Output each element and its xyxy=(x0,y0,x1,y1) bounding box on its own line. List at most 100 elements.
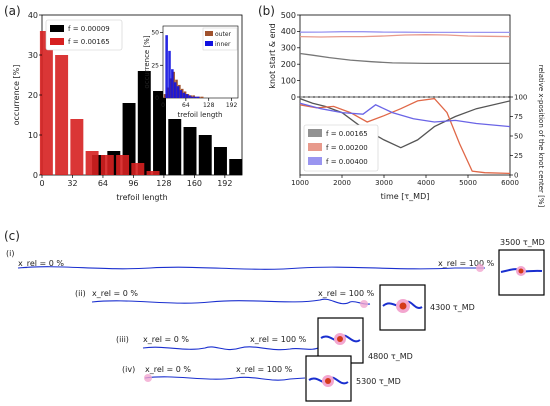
row-label-ii: (ii) xyxy=(75,289,86,298)
row-label-iv: (iv) xyxy=(122,365,135,374)
bar-f-0-00165 xyxy=(70,119,84,175)
legend-swatch-f-00165-b xyxy=(308,129,322,137)
inset-axes: 0 64 128 192 0 25 50 xyxy=(151,30,237,109)
bar-inner xyxy=(191,96,194,98)
xtick-label: 0 xyxy=(39,179,44,188)
xtick-label: 192 xyxy=(217,179,232,188)
bar-inner xyxy=(173,82,177,98)
ytick-label: 200 xyxy=(281,60,296,69)
bar-f-0-00009 xyxy=(183,127,197,175)
xtick-label: 192 xyxy=(226,102,238,109)
chain-ii xyxy=(91,298,371,305)
legend-swatch-f-00400 xyxy=(308,157,322,165)
panel-c: (i) x_rel = 0 % x_rel = 100 % 3500 τ_MD … xyxy=(6,238,545,402)
bar-inner xyxy=(176,86,180,98)
panel-a-inset: 0 64 128 192 0 25 50 trefoil length occurrence… xyxy=(143,25,239,119)
line-f-0-00165 xyxy=(299,52,510,65)
knot-highlight-ii xyxy=(360,300,368,308)
legend-swatch-f-00009 xyxy=(50,25,64,32)
row-i-end: x_rel = 100 % xyxy=(438,259,495,268)
bar-f-0-00009 xyxy=(214,147,227,175)
panel-a-axes: 0 32 64 96 128 160 192 0 10 20 30 40 xyxy=(28,11,233,188)
bar-inner xyxy=(165,35,168,98)
panel-a-ylabel: occurrence [%] xyxy=(12,65,21,126)
xtick-label: 0 xyxy=(161,102,165,109)
row-i-time: 3500 τ_MD xyxy=(500,238,545,247)
panel-label-b: (b) xyxy=(258,4,275,18)
ytick-label: 20 xyxy=(28,91,38,100)
xtick-label: 6000 xyxy=(501,179,519,187)
chain-iv xyxy=(144,376,306,381)
xtick-label: 3000 xyxy=(375,179,393,187)
row-iv-time: 5300 τ_MD xyxy=(356,377,401,386)
panel-c-row-1: (i) x_rel = 0 % x_rel = 100 % 3500 τ_MD xyxy=(6,238,545,296)
xtick-label: 96 xyxy=(128,179,138,188)
ytick-label: 400 xyxy=(281,27,296,36)
panel-a-main: 0 32 64 96 128 160 192 0 10 20 30 40 trefoil length… xyxy=(12,11,243,202)
line-f-0-00200 xyxy=(299,34,511,38)
bar-f-0-00165 xyxy=(85,151,99,175)
legend-swatch-f-00165 xyxy=(50,38,64,45)
ytick-label: 500 xyxy=(281,11,296,20)
line-f-0-00165 xyxy=(299,97,511,149)
ytick-label: 0 xyxy=(155,95,159,102)
panel-label-a: (a) xyxy=(4,4,21,18)
ytick-label: 30 xyxy=(28,51,38,60)
bar-f-0-00009 xyxy=(137,71,151,175)
legend-label-inner: inner xyxy=(215,41,231,48)
ytick-label: 100 xyxy=(514,93,527,101)
chain-i xyxy=(17,266,485,270)
bar-inner xyxy=(168,50,171,98)
xtick-label: 1000 xyxy=(291,179,309,187)
row-label-i: (i) xyxy=(6,249,14,258)
bar-inner xyxy=(179,90,183,98)
bar-f-0-00165 xyxy=(131,163,145,175)
row-iii-start: x_rel = 0 % xyxy=(143,335,189,344)
bar-outer xyxy=(200,96,204,98)
bar-f-0-00165 xyxy=(100,155,114,175)
row-iv-end: x_rel = 100 % xyxy=(236,365,293,374)
zoom-knot-iv xyxy=(325,378,331,384)
bar-outer xyxy=(163,94,167,98)
bar-f-0-00009 xyxy=(168,119,182,175)
xtick-label: 160 xyxy=(187,179,202,188)
panel-a-xlabel: trefoil length xyxy=(116,193,167,202)
zoom-knot-ii xyxy=(399,302,407,310)
legend-swatch-f-00200 xyxy=(308,143,322,151)
panel-b-top-lines xyxy=(299,31,511,65)
line-f-0-00400 xyxy=(299,31,510,34)
legend-swatch-outer xyxy=(205,31,213,36)
panel-c-row-2: (ii) x_rel = 0 % x_rel = 100 % 4300 τ_MD xyxy=(75,284,475,331)
row-iv-start: x_rel = 0 % xyxy=(145,365,191,374)
legend-label-f-00165: f = 0.00165 xyxy=(68,38,110,46)
row-ii-time: 4300 τ_MD xyxy=(430,303,475,312)
bar-f-0-00165 xyxy=(116,155,130,175)
panel-a-legend: f = 0.00009 f = 0.00165 xyxy=(45,19,123,51)
xtick-label: 4000 xyxy=(417,179,435,187)
inset-xlabel: trefoil length xyxy=(178,111,223,119)
row-label-iii: (iii) xyxy=(116,335,129,344)
legend-swatch-inner xyxy=(205,41,213,46)
panel-b-legend-box xyxy=(303,124,379,172)
inset-bars xyxy=(163,35,204,98)
chain-iii xyxy=(142,345,341,351)
legend-label-outer: outer xyxy=(215,31,232,38)
ytick-label: 50 xyxy=(514,132,523,140)
panel-b-bottom-lines xyxy=(299,97,511,175)
panel-label-c: (c) xyxy=(4,229,20,243)
xtick-label: 32 xyxy=(67,179,77,188)
bar-f-0-00009 xyxy=(153,91,166,175)
row-ii-start: x_rel = 0 % xyxy=(92,289,138,298)
ytick-label: 100 xyxy=(281,76,296,85)
ytick-label: 0 xyxy=(291,93,296,102)
bar-inner xyxy=(185,94,188,98)
row-ii-end: x_rel = 100 % xyxy=(318,289,375,298)
panel-c-row-3: (iii) x_rel = 0 % x_rel = 100 % 4800 τ_M… xyxy=(116,317,413,364)
bar-f-0-00009 xyxy=(198,135,212,175)
knot-highlight-i xyxy=(476,264,484,272)
zoom-knot-iii xyxy=(337,336,343,342)
legend-label-f-00200: f = 0.00200 xyxy=(326,144,368,152)
panel-b-legend: f = 0.00165 f = 0.00200 f = 0.00400 xyxy=(303,124,379,172)
